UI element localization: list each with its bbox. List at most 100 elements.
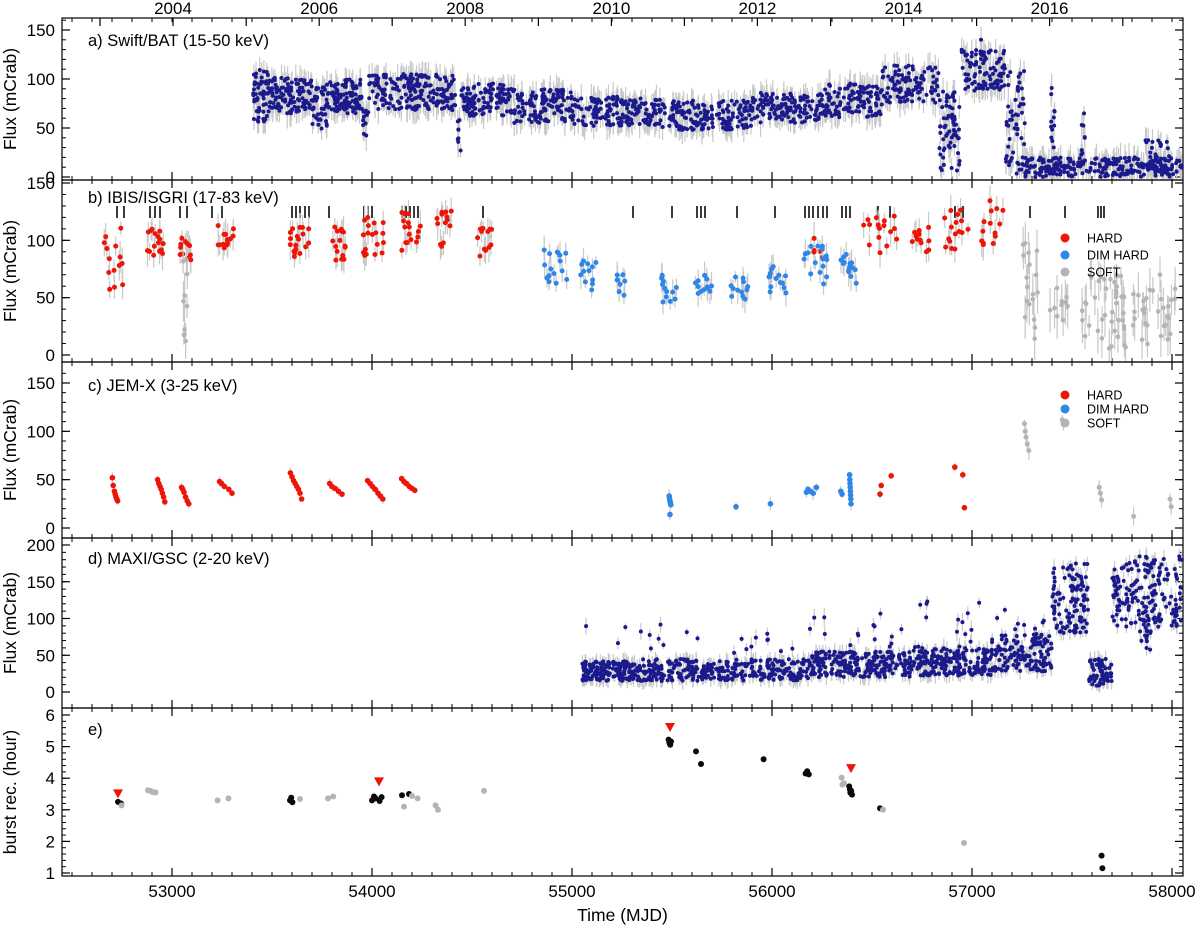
isgri-hard-point [884,243,889,248]
swift-bat-point [626,102,630,106]
swift-bat-point [314,99,318,103]
isgri-hard-point [445,218,450,223]
swift-bat-point [489,99,493,103]
swift-bat-point [557,95,561,99]
swift-bat-point [456,128,460,132]
isgri-hard-point [107,256,112,261]
swift-bat-point [1162,164,1166,168]
swift-bat-point [288,94,292,98]
swift-bat-point [1016,85,1020,89]
swift-bat-point [256,86,260,90]
swift-bat-point [589,121,593,125]
swift-bat-point [1042,160,1046,164]
swift-bat-point [1005,154,1009,158]
swift-bat-point [399,106,403,110]
isgri-hard-point [333,244,338,249]
swift-bat-point [852,97,856,101]
swift-bat-point [966,73,970,77]
swift-bat-point [823,87,827,91]
swift-bat-point [277,109,281,113]
swift-bat-point [260,76,264,80]
swift-bat-point [254,75,258,79]
isgri-hard-point [982,219,987,224]
swift-bat-point [952,129,956,133]
isgri-hard-point [343,244,348,249]
swift-bat-point [944,104,948,108]
swift-bat-point [345,96,349,100]
swift-bat-point [905,98,909,102]
swift-bat-point [262,96,266,100]
swift-bat-point [558,109,562,113]
swift-bat-point [867,84,871,88]
swift-bat-point [424,84,428,88]
swift-bat-point [711,117,715,121]
swift-bat-point [1100,158,1104,162]
swift-bat-point [633,104,637,108]
swift-bat-point [431,89,435,93]
isgri-hard-point [157,229,162,234]
swift-bat-point [1014,112,1018,116]
swift-bat-point [954,123,958,127]
swift-bat-point [767,116,771,120]
swift-bat-point [1019,167,1023,171]
swift-bat-point [895,64,899,68]
isgri-hard-point [1000,208,1005,213]
swift-bat-point [893,88,897,92]
swift-bat-point [1106,173,1110,177]
isgri-hard-point [991,241,996,246]
swift-bat-point [316,123,320,127]
isgri-hard-point [288,230,293,235]
swift-bat-point [852,91,856,95]
swift-bat-point [764,102,768,106]
isgri-hard-point [403,240,408,245]
swift-bat-point [625,107,629,111]
swift-bat-point [676,102,680,106]
swift-bat-point [450,74,454,78]
swift-bat-point [949,141,953,145]
swift-bat-point [502,87,506,91]
swift-bat-point [857,104,861,108]
isgri-hard-point [447,223,452,228]
swift-bat-point [550,105,554,109]
isgri-hard-point [989,208,994,213]
swift-bat-point [1165,166,1169,170]
swift-bat-point [782,114,786,118]
isgri-hard-point [943,245,948,250]
swift-bat-point [434,74,438,78]
swift-bat-point [938,98,942,102]
swift-bat-point [846,102,850,106]
swift-bat-point [528,99,532,103]
isgri-hard-point [106,270,111,275]
swift-bat-point [772,104,776,108]
swift-bat-point [445,88,449,92]
swift-bat-point [693,106,697,110]
swift-bat-point [951,91,955,95]
swift-bat-point [1082,111,1086,115]
swift-bat-point [842,96,846,100]
isgri-hard-point [161,241,166,246]
swift-bat-point [505,109,509,113]
swift-bat-point [480,112,484,116]
swift-bat-point [1049,136,1053,140]
swift-bat-point [670,108,674,112]
swift-bat-point [865,115,869,119]
swift-bat-point [893,73,897,77]
swift-bat-point [810,99,814,103]
swift-bat-point [407,86,411,90]
swift-bat-point [736,115,740,119]
swift-bat-point [296,97,300,101]
swift-bat-point [922,70,926,74]
isgri-hard-point [415,234,420,239]
swift-bat-point [616,97,620,101]
swift-bat-point [728,122,732,126]
swift-bat-point [479,91,483,95]
swift-bat-point [925,93,929,97]
swift-bat-point [793,121,797,125]
swift-bat-point [343,78,347,82]
swift-bat-point [379,88,383,92]
swift-bat-point [488,109,492,113]
swift-bat-point [1017,81,1021,85]
isgri-hard-point [987,198,992,203]
swift-bat-point [571,113,575,117]
